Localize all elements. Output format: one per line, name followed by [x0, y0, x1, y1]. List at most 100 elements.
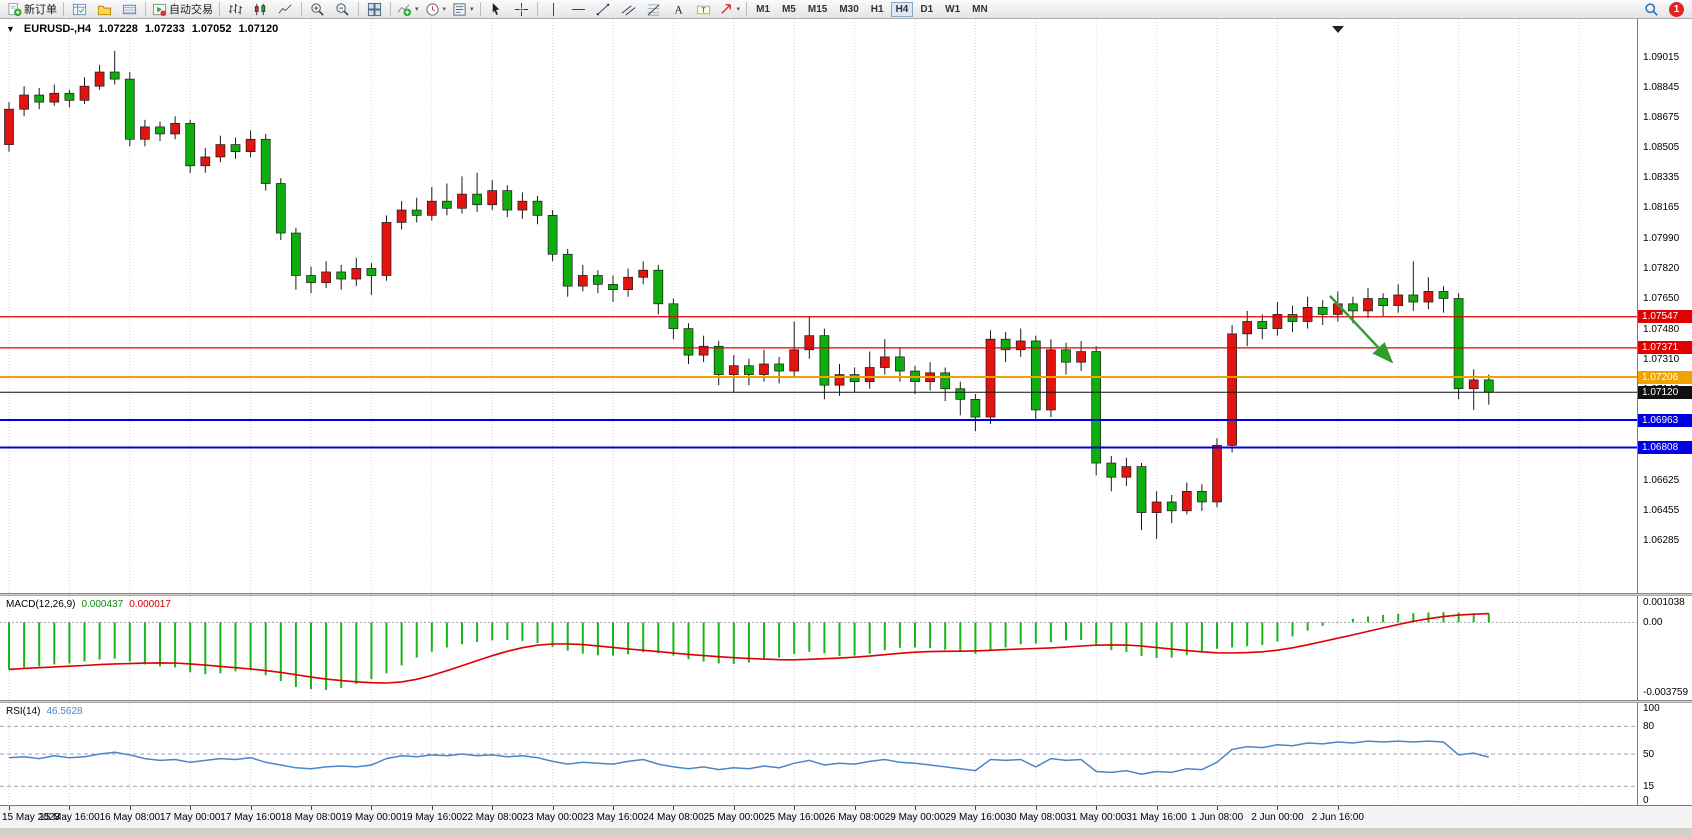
trendline-button[interactable] — [591, 0, 616, 19]
tf-button-M5[interactable]: M5 — [781, 3, 796, 15]
tf-button-M30[interactable]: M30 — [839, 3, 859, 15]
fibonacci-button[interactable] — [641, 0, 666, 19]
horizontal-line-button[interactable] — [566, 0, 591, 19]
toolbar-separator — [145, 2, 146, 16]
time-axis[interactable]: 15 May 2023 15 May 16:00 16 May 08:00 17 Ma… — [0, 805, 1692, 828]
toolbar-separator — [358, 2, 359, 16]
rsi-label-row: RSI(14) 46.5628 — [6, 706, 83, 717]
time-label: 25 May 00:00 — [703, 812, 765, 823]
macd-label-row: MACD(12,26,9) 0.000437 0.000017 — [6, 599, 171, 610]
chart-candles-icon — [253, 2, 268, 17]
tf-button-H1[interactable]: H1 — [870, 3, 884, 15]
chart-candles-button[interactable] — [248, 0, 273, 19]
main-chart[interactable] — [0, 19, 1637, 593]
time-tick — [1277, 806, 1279, 810]
price-tick-label: 1.06625 — [1643, 474, 1680, 486]
price-level-badge: 1.07206 — [1638, 370, 1692, 384]
objects-list-button[interactable]: ▾ — [449, 0, 477, 19]
time-tick — [190, 806, 192, 810]
time-label: 15 May 2023 — [2, 812, 60, 823]
market-watch-button[interactable] — [67, 0, 92, 19]
tf-button-MN[interactable]: MN — [972, 3, 988, 15]
text-button[interactable]: A — [666, 0, 691, 19]
time-label: 23 May 00:00 — [522, 812, 583, 823]
time-tick — [371, 806, 373, 810]
tf-button-W1[interactable]: W1 — [945, 3, 961, 15]
toolbar-separator — [63, 2, 64, 16]
timeframe-clock-button[interactable]: ▾ — [422, 0, 450, 19]
chart-bars-button[interactable] — [223, 0, 248, 19]
tile-windows-button[interactable] — [362, 0, 387, 19]
price-tick-label: 1.07820 — [1643, 263, 1680, 275]
notification-badge[interactable]: 1 — [1669, 1, 1684, 17]
cursor-button[interactable] — [484, 0, 509, 19]
tf-button-H4[interactable]: H4 — [890, 1, 914, 17]
price-tick-label: 1.08505 — [1643, 142, 1680, 154]
objects-list-dropdown-caret[interactable]: ▾ — [470, 6, 474, 13]
price-tick-label: 1.07990 — [1643, 233, 1680, 245]
terminal-button[interactable] — [117, 0, 142, 19]
chart-line-button[interactable] — [273, 0, 298, 19]
zoom-out-icon — [335, 2, 350, 17]
text-label-button[interactable]: T — [691, 0, 716, 19]
macd-scale-min: -0.003759 — [1643, 687, 1689, 698]
panel-splitter[interactable] — [0, 593, 1692, 596]
panel-splitter[interactable] — [0, 700, 1692, 703]
time-tick — [613, 806, 614, 810]
vertical-line-button[interactable] — [541, 0, 566, 19]
price-scale[interactable]: 1.09015 1.08845 1.08675 1.08505 1.08335 1.081… — [1637, 19, 1692, 806]
arrow-objects-button[interactable]: ▾ — [716, 0, 744, 19]
chart-bars-icon — [228, 2, 243, 17]
macd-panel[interactable] — [0, 596, 1637, 700]
time-label: 16 May 08:00 — [99, 812, 161, 823]
toolbar-separator — [219, 2, 220, 16]
chart-header: ▼ EURUSD-,H4 1.07228 1.07233 1.07052 1.0… — [6, 23, 278, 35]
tf-button-D1[interactable]: D1 — [920, 3, 934, 15]
price-tick-label: 1.07650 — [1643, 293, 1680, 305]
time-label: 24 May 08:00 — [643, 812, 704, 823]
time-tick — [9, 806, 10, 810]
zoom-in-button[interactable] — [305, 0, 330, 19]
toolbar-right: 1 — [1639, 0, 1688, 19]
bar-close-value: 1.07120 — [238, 23, 279, 35]
time-tick — [311, 806, 312, 810]
zoom-in-icon — [310, 2, 325, 17]
symbol-period-label: EURUSD-,H4 — [23, 23, 92, 35]
new-order-button[interactable]: 新订单 — [4, 0, 60, 19]
macd-scale-max: 0.001038 — [1643, 597, 1685, 608]
trend-arrow-annotation[interactable] — [1329, 295, 1394, 364]
rsi-panel[interactable] — [0, 703, 1637, 805]
rsi-line — [8, 740, 1489, 775]
equidistant-channel-button[interactable] — [616, 0, 641, 19]
search-icon[interactable] — [1639, 0, 1664, 19]
arrow-objects-dropdown-caret[interactable]: ▾ — [736, 6, 741, 13]
chart-shift-marker[interactable] — [1332, 26, 1344, 33]
add-indicator-button[interactable]: ▾ — [394, 0, 422, 19]
navigator-button[interactable] — [92, 0, 117, 19]
text-label-icon: T — [696, 2, 711, 17]
macd-signal-line — [8, 612, 1489, 684]
autotrading-button[interactable]: 自动交易 — [149, 0, 216, 19]
time-label: 2 Jun 16:00 — [1311, 812, 1364, 823]
add-indicator-icon — [397, 2, 412, 17]
one-click-trading-toggle[interactable]: ▼ — [6, 24, 15, 34]
price-tick-label: 1.06455 — [1643, 504, 1680, 516]
price-level-badge: 1.06808 — [1638, 440, 1692, 454]
time-tick — [1156, 806, 1158, 810]
timeframe-clock-dropdown-caret[interactable]: ▾ — [442, 6, 447, 13]
time-label: 25 May 16:00 — [763, 812, 825, 823]
zoom-out-button[interactable] — [330, 0, 355, 19]
add-indicator-dropdown-caret[interactable]: ▾ — [415, 6, 419, 13]
time-label: 22 May 08:00 — [461, 812, 523, 823]
price-tick-label: 1.08675 — [1643, 112, 1680, 124]
tf-button-M15[interactable]: M15 — [807, 3, 828, 15]
rsi-scale-label: 100 — [1643, 703, 1660, 714]
timeframe-clock-icon — [425, 2, 440, 17]
toolbar-separator — [746, 2, 748, 16]
rsi-scale-label: 0 — [1643, 795, 1649, 806]
crosshair-button[interactable] — [509, 0, 534, 19]
equidistant-channel-icon — [621, 2, 636, 17]
time-label: 29 May 16:00 — [945, 812, 1006, 823]
rsi-name: RSI(14) — [6, 706, 41, 717]
tf-button-M1[interactable]: M1 — [756, 3, 770, 15]
